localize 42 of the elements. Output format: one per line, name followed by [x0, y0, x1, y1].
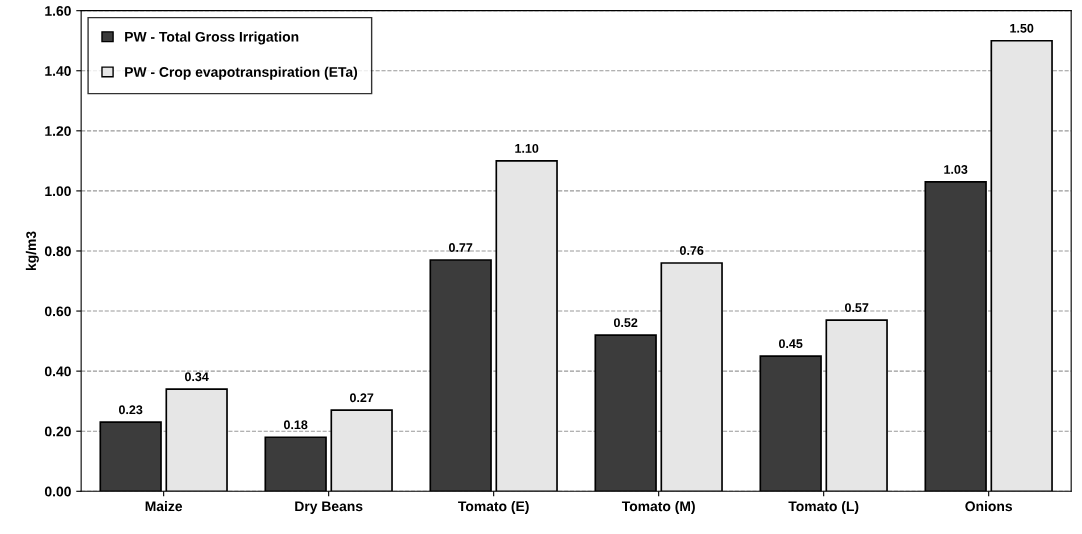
data-label: 0.45 [779, 339, 803, 349]
bar [264, 436, 327, 492]
x-tick-label: Dry Beans [295, 501, 363, 514]
data-label: 1.10 [515, 143, 539, 153]
y-axis-title: kg/m3 [25, 231, 39, 271]
data-label: 0.52 [614, 318, 638, 328]
y-tick-label: 0.60 [44, 306, 71, 317]
y-tick-label: 0.20 [44, 426, 71, 437]
y-tick-label: 0.80 [44, 246, 71, 257]
y-tick-label: 1.60 [45, 6, 71, 16]
data-label: 0.57 [845, 303, 869, 313]
x-tick-label: Tomato (M) [621, 501, 695, 514]
bar [924, 181, 987, 492]
x-tick-label: Tomato (E) [458, 501, 529, 514]
data-label: 0.27 [349, 393, 374, 403]
data-label: 0.77 [448, 243, 473, 252]
data-label: 1.03 [944, 165, 968, 174]
bar [759, 355, 822, 492]
y-tick-label: 1.40 [45, 66, 71, 76]
y-tick-label: 1.00 [45, 186, 71, 197]
bar [990, 39, 1053, 492]
bar [495, 160, 558, 492]
bar [165, 388, 228, 492]
y-tick-label: 1.20 [45, 126, 71, 136]
bar [330, 409, 393, 492]
bar [99, 421, 162, 492]
data-label: 1.50 [1010, 23, 1034, 33]
x-tick-label: Maize [145, 501, 183, 512]
bar [429, 259, 492, 492]
y-tick-label: 0.00 [44, 486, 71, 497]
y-tick-label: 0.40 [44, 366, 71, 377]
data-label: 0.76 [680, 246, 704, 255]
data-label: 0.34 [184, 372, 209, 382]
legend-label: PW - Total Gross Irrigation [125, 31, 299, 45]
x-tick-label: Tomato (L) [788, 501, 859, 514]
bar [660, 262, 723, 492]
bar [594, 334, 657, 492]
legend-label: PW - Crop evapotranspiration (ETa) [125, 66, 358, 80]
data-label: 0.23 [118, 405, 143, 415]
x-tick-label: Onions [965, 501, 1013, 512]
bar [825, 319, 888, 492]
data-label: 0.18 [283, 420, 308, 430]
